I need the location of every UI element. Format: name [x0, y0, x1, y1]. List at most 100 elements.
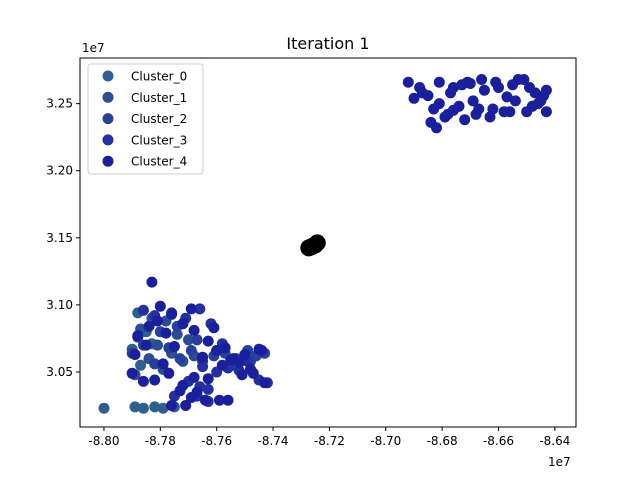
data-point [473, 103, 485, 115]
data-point [484, 111, 496, 123]
data-point [137, 304, 149, 316]
x-tick-label: -8.76 [201, 434, 232, 448]
data-point [464, 78, 476, 89]
x-tick-label: -8.80 [88, 434, 119, 448]
data-point [467, 95, 479, 107]
legend-marker [102, 113, 114, 125]
data-point [157, 358, 169, 370]
data-point [476, 74, 488, 85]
data-point [183, 334, 194, 346]
legend-label: Cluster_0 [131, 70, 187, 84]
data-point [408, 92, 420, 104]
data-point [225, 354, 237, 366]
data-point [149, 358, 161, 370]
data-point [152, 339, 163, 351]
x-axis: -8.80 -8.78 -8.76 -8.74 -8.72 -8.70 -8.68 -8.66… [88, 427, 570, 448]
data-point [194, 303, 206, 315]
data-point [160, 327, 172, 339]
data-point [402, 76, 414, 88]
data-point [140, 339, 152, 351]
data-point [219, 342, 231, 354]
data-point [447, 82, 459, 93]
data-point [185, 345, 197, 356]
data-point [447, 104, 459, 116]
plot-area [98, 74, 552, 414]
data-point [188, 324, 200, 336]
x-tick-label: -8.66 [483, 434, 514, 448]
data-point [202, 383, 214, 395]
data-point [171, 328, 183, 340]
data-point [163, 367, 175, 379]
data-point [197, 351, 209, 363]
data-point [540, 106, 552, 118]
data-point [157, 402, 169, 414]
x-axis-offset-label: 1e7 [548, 455, 571, 469]
data-point [253, 343, 265, 355]
data-point [478, 84, 490, 96]
y-tick-label: 3.25 [46, 97, 73, 111]
data-point [208, 322, 220, 334]
data-point [498, 106, 510, 118]
series-Cluster_4 [126, 74, 552, 411]
data-point [185, 303, 197, 315]
data-point [529, 87, 541, 99]
data-point [433, 76, 445, 88]
data-point [239, 349, 251, 360]
data-point [202, 373, 214, 385]
data-point [146, 276, 158, 288]
data-point [174, 353, 186, 365]
legend-label: Cluster_1 [131, 91, 187, 105]
y-tick-label: 3.05 [46, 365, 73, 379]
data-point [222, 394, 234, 406]
axes-frame [79, 57, 577, 428]
data-point [129, 349, 141, 360]
data-point [135, 359, 147, 371]
data-point [493, 82, 504, 93]
data-point [526, 100, 538, 112]
data-point [416, 87, 428, 99]
data-point [233, 357, 245, 369]
legend-box [87, 63, 204, 175]
data-point [459, 114, 471, 126]
data-point [129, 401, 141, 413]
data-point [501, 91, 513, 103]
y-tick-label: 3.15 [46, 231, 73, 245]
data-point [214, 394, 225, 406]
data-point [188, 371, 200, 383]
x-tick-label: -8.70 [370, 434, 401, 448]
data-point [126, 367, 138, 379]
data-point [216, 359, 228, 371]
legend-marker [102, 91, 114, 103]
data-point [507, 79, 519, 91]
data-point [197, 361, 209, 373]
data-point [137, 402, 149, 414]
data-point [177, 318, 189, 330]
data-point [180, 400, 192, 411]
data-point [259, 377, 271, 389]
x-tick-label: -8.78 [145, 434, 176, 448]
data-point [149, 374, 161, 386]
data-point [132, 330, 144, 342]
x-tick-label: -8.68 [427, 434, 458, 448]
x-tick-label: -8.74 [258, 434, 289, 448]
data-point [185, 392, 197, 403]
data-point [509, 95, 521, 107]
data-point [247, 367, 259, 379]
data-point [428, 103, 440, 115]
legend: Cluster_0 Cluster_1 Cluster_2 Cluster_3 Clus… [87, 63, 204, 175]
data-point [199, 394, 211, 406]
data-point [143, 320, 155, 332]
chart-title: Iteration 1 [286, 34, 369, 53]
x-tick-label: -8.64 [539, 434, 570, 448]
legend-marker [102, 134, 114, 146]
centroid-marker [308, 234, 326, 252]
data-point [98, 402, 110, 414]
data-point [152, 315, 163, 327]
data-point [431, 122, 442, 134]
data-point [168, 341, 180, 352]
centroid-markers [300, 234, 326, 257]
x-tick-label: -8.72 [314, 434, 345, 448]
data-point [149, 401, 161, 413]
data-point [540, 84, 552, 96]
